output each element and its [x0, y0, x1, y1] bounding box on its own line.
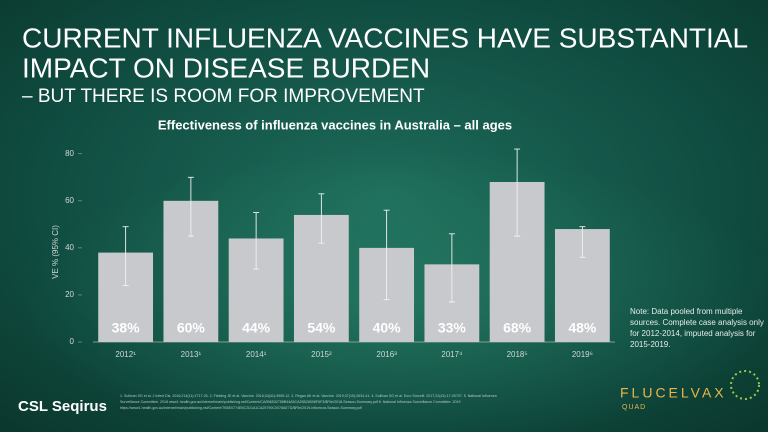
slide-title: CURRENT INFLUENZA VACCINES HAVE SUBSTANT… [22, 22, 748, 53]
note-line: 2015-2019. [630, 340, 670, 349]
error-bar [383, 209, 390, 301]
footnote-line: https://www1.health.gov.au/internet/main… [120, 406, 362, 410]
x-tick-label: 2017⁴ [441, 350, 463, 359]
slide-subtitle: – BUT THERE IS ROOM FOR IMPROVEMENT [22, 86, 425, 107]
x-tick-label: 2016³ [376, 350, 397, 359]
y-tick-label: 20 [65, 290, 74, 299]
company-logo: CSL Seqirus [18, 398, 107, 415]
value-label: 33% [438, 320, 467, 336]
footnote-line: 1. Sullivan SG et al. J Infect Dis. 2016… [120, 394, 497, 398]
value-label: 44% [242, 320, 271, 336]
x-tick-label: 2018⁵ [507, 350, 528, 359]
value-label: 54% [307, 320, 336, 336]
note-line: sources. Complete case analysis only [630, 318, 764, 327]
x-tick-label: 2015² [311, 350, 332, 359]
value-label: 48% [568, 320, 597, 336]
value-label: 68% [503, 320, 532, 336]
product-logo-sub: QUAD [622, 404, 646, 411]
error-bar [253, 212, 260, 270]
error-bar [514, 148, 521, 237]
product-logo: FLUCELVAX [620, 385, 727, 401]
error-bar [579, 226, 586, 258]
x-tick-label: 2012¹ [115, 350, 136, 359]
x-tick-label: 2013¹ [181, 350, 202, 359]
error-bar [448, 233, 455, 303]
slide-title: IMPACT ON DISEASE BURDEN [22, 52, 430, 83]
note-line: for 2012-2014, imputed analysis for [630, 329, 756, 338]
footnotes: 1. Sullivan SG et al. J Infect Dis. 2016… [120, 394, 497, 410]
value-label: 38% [112, 320, 141, 336]
y-axis-label: VE % (95% CI) [51, 225, 60, 279]
note: Note: Data pooled from multiple sources. … [630, 307, 764, 349]
y-tick-label: 0 [70, 337, 75, 346]
note-line: Note: Data pooled from multiple [630, 307, 743, 316]
y-tick-label: 60 [65, 196, 74, 205]
value-label: 40% [373, 320, 402, 336]
error-bar [122, 226, 129, 286]
chart-title: Effectiveness of influenza vaccines in A… [158, 117, 512, 132]
value-label: 60% [177, 320, 206, 336]
error-bar [318, 193, 325, 244]
y-tick-label: 80 [65, 149, 74, 158]
x-tick-label: 2014¹ [246, 350, 267, 359]
y-tick-label: 40 [65, 243, 74, 252]
footnote-line: Surveillance Committee. 2018 www1.health… [120, 400, 460, 404]
error-bar [187, 176, 194, 237]
x-tick-label: 2019⁶ [572, 350, 593, 359]
logo-icon [730, 370, 760, 400]
